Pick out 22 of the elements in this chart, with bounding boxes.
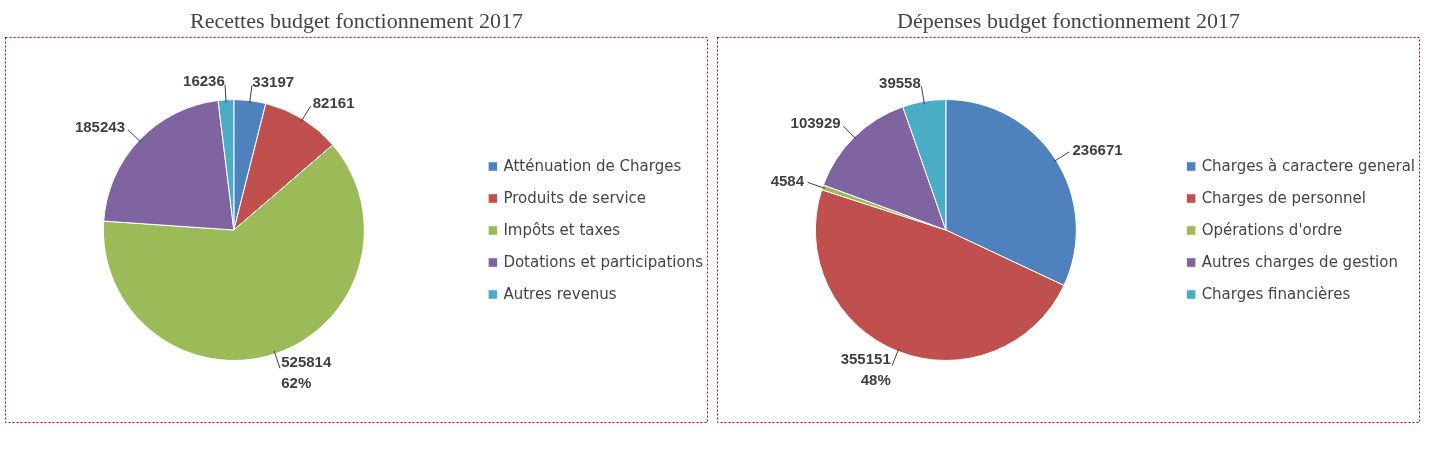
legend-label: Charges financières — [1201, 284, 1351, 303]
data-label: 103929 — [790, 114, 841, 132]
legend-label: Charges de personnel — [1201, 188, 1366, 207]
legend-label: Autres revenus — [503, 284, 617, 303]
data-label: 355151 48% — [840, 350, 891, 388]
legend-label: Produits de service — [503, 188, 647, 207]
data-label: 16236 — [183, 71, 225, 89]
legend-label: Dotations et participations — [503, 252, 703, 271]
data-label: 185243 — [74, 118, 125, 136]
data-label: 39558 — [879, 73, 921, 91]
data-label: 82161 — [312, 93, 355, 111]
chart-title: Recettes budget fonctionnement 2017 — [190, 7, 523, 33]
legend-label: Opérations d'ordre — [1201, 220, 1343, 239]
data-label: 33197 — [252, 72, 295, 90]
legend-label: Atténuation de Charges — [503, 156, 682, 175]
data-label: 236671 — [1072, 140, 1123, 158]
legend-label: Charges à caractere general — [1201, 156, 1415, 175]
legend-label: Impôts et taxes — [503, 220, 620, 239]
data-label: 525814 62% — [281, 353, 332, 391]
data-label: 4584 — [770, 172, 805, 190]
legend-label: Autres charges de gestion — [1201, 252, 1398, 271]
chart-title: Dépenses budget fonctionnement 2017 — [897, 7, 1240, 33]
